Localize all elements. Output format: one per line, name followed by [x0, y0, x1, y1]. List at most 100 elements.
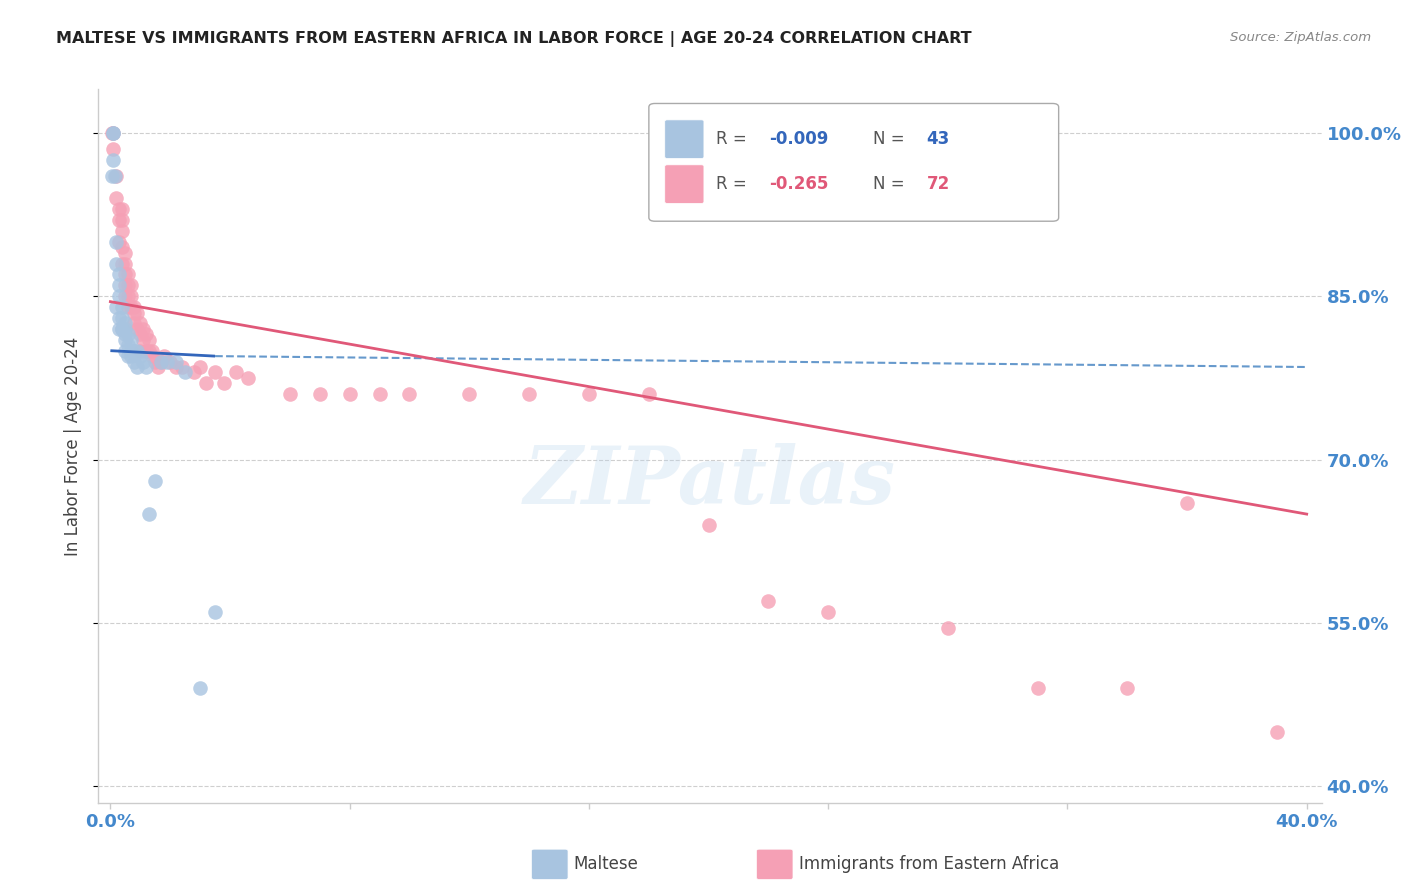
- Point: [127, 359, 149, 374]
- Point: [129, 317, 152, 331]
- Point: [132, 322, 155, 336]
- Point: [174, 366, 197, 380]
- Point: [108, 268, 131, 282]
- Point: [111, 213, 134, 227]
- Point: [159, 354, 181, 368]
- Point: [165, 354, 187, 368]
- Point: [111, 202, 134, 216]
- Point: [578, 387, 600, 401]
- Point: [111, 310, 134, 325]
- Point: [756, 594, 779, 608]
- Point: [114, 268, 136, 282]
- Point: [111, 240, 134, 254]
- Point: [138, 343, 160, 358]
- Text: N =: N =: [873, 130, 910, 148]
- Point: [138, 333, 160, 347]
- Point: [103, 126, 125, 140]
- Point: [120, 300, 142, 314]
- Point: [114, 289, 136, 303]
- Text: -0.265: -0.265: [769, 175, 828, 193]
- Point: [150, 354, 173, 368]
- Point: [129, 349, 152, 363]
- Text: 72: 72: [927, 175, 950, 193]
- Point: [165, 359, 187, 374]
- Point: [117, 268, 139, 282]
- Point: [108, 213, 131, 227]
- Point: [517, 387, 540, 401]
- Point: [143, 475, 166, 489]
- Point: [114, 322, 136, 336]
- Y-axis label: In Labor Force | Age 20-24: In Labor Force | Age 20-24: [65, 336, 83, 556]
- Point: [132, 333, 155, 347]
- Text: MALTESE VS IMMIGRANTS FROM EASTERN AFRICA IN LABOR FORCE | AGE 20-24 CORRELATION: MALTESE VS IMMIGRANTS FROM EASTERN AFRIC…: [56, 31, 972, 47]
- Text: -0.009: -0.009: [769, 130, 828, 148]
- Point: [108, 235, 131, 249]
- Point: [458, 387, 481, 401]
- Point: [212, 376, 235, 391]
- Point: [103, 142, 125, 156]
- Point: [637, 387, 659, 401]
- Point: [111, 322, 134, 336]
- Point: [114, 333, 136, 347]
- Point: [104, 169, 127, 184]
- Point: [117, 327, 139, 342]
- Point: [114, 327, 136, 342]
- Point: [156, 354, 179, 368]
- Point: [127, 343, 149, 358]
- Point: [1116, 681, 1139, 696]
- Point: [117, 349, 139, 363]
- Point: [101, 126, 124, 140]
- Point: [141, 349, 163, 363]
- Text: 43: 43: [927, 130, 950, 148]
- Point: [114, 317, 136, 331]
- Point: [135, 343, 157, 358]
- Point: [308, 387, 330, 401]
- Point: [117, 338, 139, 352]
- FancyBboxPatch shape: [665, 120, 704, 159]
- Point: [124, 317, 146, 331]
- Point: [120, 289, 142, 303]
- Point: [108, 322, 131, 336]
- Point: [114, 343, 136, 358]
- Point: [101, 169, 124, 184]
- Point: [135, 327, 157, 342]
- Point: [105, 169, 128, 184]
- Point: [108, 310, 131, 325]
- Point: [153, 349, 176, 363]
- Point: [103, 126, 125, 140]
- Point: [101, 153, 124, 167]
- Point: [124, 305, 146, 319]
- Point: [114, 245, 136, 260]
- Point: [114, 278, 136, 293]
- Point: [124, 343, 146, 358]
- Point: [339, 387, 361, 401]
- Text: N =: N =: [873, 175, 910, 193]
- Point: [188, 681, 211, 696]
- FancyBboxPatch shape: [665, 165, 704, 203]
- Point: [278, 387, 301, 401]
- Point: [135, 359, 157, 374]
- Text: R =: R =: [716, 130, 752, 148]
- Point: [108, 202, 131, 216]
- Point: [111, 322, 134, 336]
- Point: [127, 322, 149, 336]
- Point: [111, 224, 134, 238]
- Point: [183, 366, 205, 380]
- Point: [148, 359, 170, 374]
- Point: [105, 256, 128, 270]
- Point: [114, 256, 136, 270]
- Point: [398, 387, 420, 401]
- Point: [108, 289, 131, 303]
- Text: Immigrants from Eastern Africa: Immigrants from Eastern Africa: [799, 855, 1059, 873]
- Point: [368, 387, 391, 401]
- Point: [132, 354, 155, 368]
- Point: [117, 289, 139, 303]
- Point: [111, 256, 134, 270]
- Point: [105, 235, 128, 249]
- Point: [120, 343, 142, 358]
- Point: [143, 354, 166, 368]
- Point: [105, 191, 128, 205]
- Point: [141, 343, 163, 358]
- Text: Maltese: Maltese: [574, 855, 638, 873]
- Point: [127, 305, 149, 319]
